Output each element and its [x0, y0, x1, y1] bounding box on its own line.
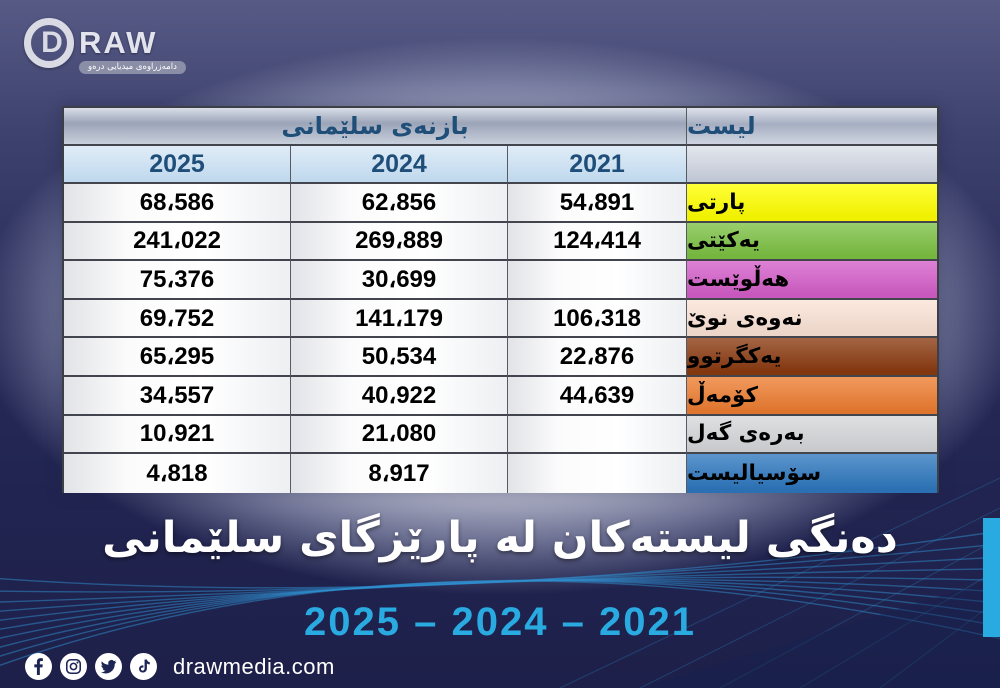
twitter-icon[interactable] [95, 653, 122, 680]
votes-2025-cell: 69،752 [64, 299, 291, 339]
page-title: دەنگی لیستەکان لە پارێزگای سلێمانی [102, 513, 898, 563]
votes-2021-cell: 124،414 [508, 222, 687, 262]
votes-2021-cell: 22،876 [508, 338, 687, 377]
votes-2025-cell: 34،557 [64, 376, 291, 416]
votes-2025-cell: 65،295 [64, 338, 291, 377]
votes-2024-cell: 269،889 [291, 222, 508, 262]
votes-2021-cell [508, 261, 687, 300]
votes-2025-cell: 4،818 [64, 454, 291, 493]
table-group-header: بازنەی سلێمانی [64, 108, 687, 146]
party-name-cell: یەکێتی [687, 222, 937, 262]
year-header-spacer [687, 146, 937, 184]
tiktok-icon[interactable] [130, 653, 157, 680]
logo-brand-text: RAW [79, 25, 158, 60]
votes-2025-cell: 10،921 [64, 415, 291, 455]
party-name-cell: هەڵوێست [687, 261, 937, 300]
results-table: بازنەی سلێمانی لیست 2025 2024 2021 68،58… [62, 106, 939, 493]
votes-2024-cell: 62،856 [291, 184, 508, 223]
votes-2021-cell: 106،318 [508, 299, 687, 339]
votes-2021-cell [508, 415, 687, 455]
votes-2025-cell: 68،586 [64, 184, 291, 223]
votes-2024-cell: 8،917 [291, 454, 508, 493]
instagram-icon[interactable] [60, 653, 87, 680]
party-name-cell: یەکگرتوو [687, 338, 937, 377]
party-name-cell: سۆسیالیست [687, 454, 937, 493]
draw-media-logo: D RAW دامەزراوەی میدیایی درەو [24, 18, 186, 74]
votes-2025-cell: 75،376 [64, 261, 291, 300]
year-header-2024: 2024 [291, 146, 508, 184]
votes-2024-cell: 50،534 [291, 338, 508, 377]
votes-2021-cell: 54،891 [508, 184, 687, 223]
votes-2024-cell: 40،922 [291, 376, 508, 416]
votes-2025-cell: 241،022 [64, 222, 291, 262]
votes-2024-cell: 141،179 [291, 299, 508, 339]
logo-tagline: دامەزراوەی میدیایی درەو [79, 61, 186, 74]
votes-2021-cell: 44،639 [508, 376, 687, 416]
logo-monogram: D [41, 26, 63, 59]
votes-2024-cell: 30،699 [291, 261, 508, 300]
logo-d-ring-icon: D [24, 18, 74, 68]
facebook-icon[interactable] [25, 653, 52, 680]
website-link[interactable]: drawmedia.com [173, 653, 335, 679]
party-name-cell: نەوەی نوێ [687, 299, 937, 339]
year-header-2021: 2021 [508, 146, 687, 184]
votes-2024-cell: 21،080 [291, 415, 508, 455]
party-name-cell: کۆمەڵ [687, 376, 937, 416]
table-list-header: لیست [687, 108, 937, 146]
year-header-2025: 2025 [64, 146, 291, 184]
background-waves [0, 477, 1000, 688]
party-name-cell: پارتی [687, 184, 937, 223]
accent-bar [983, 518, 1000, 637]
footer-bar: drawmedia.com [25, 653, 335, 680]
votes-2021-cell [508, 454, 687, 493]
party-name-cell: بەرەی گەل [687, 415, 937, 455]
years-subtitle: 2025 – 2024 – 2021 [304, 600, 696, 644]
